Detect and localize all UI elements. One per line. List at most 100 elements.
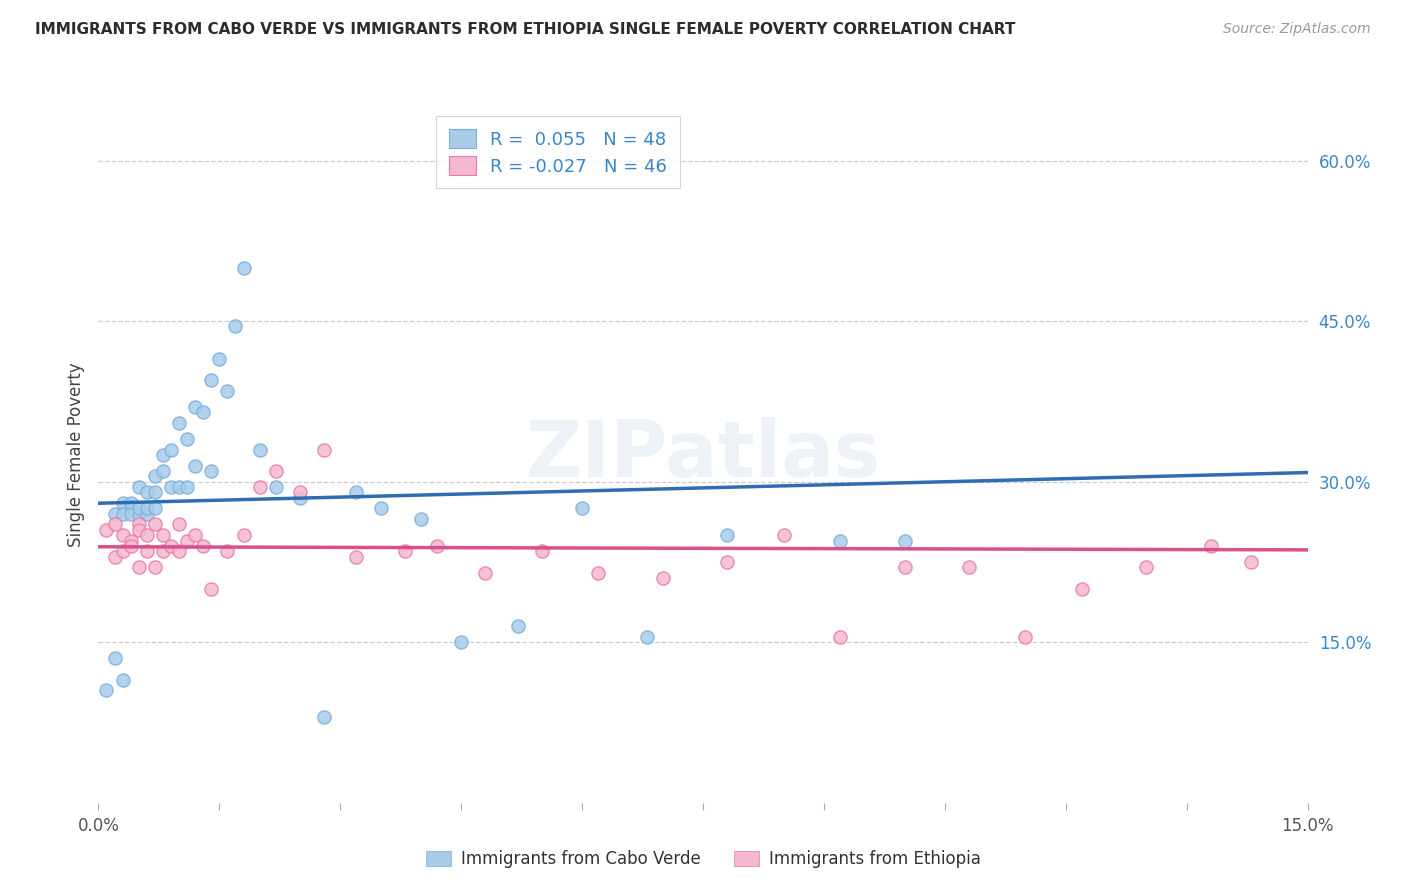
Point xyxy=(249,442,271,457)
Point xyxy=(314,710,336,724)
Point xyxy=(651,571,673,585)
Point xyxy=(184,458,207,473)
Text: ZIPatlas: ZIPatlas xyxy=(526,417,880,493)
Point xyxy=(893,560,915,574)
Point xyxy=(111,496,134,510)
Point xyxy=(716,528,738,542)
Point xyxy=(176,480,198,494)
Point xyxy=(135,544,157,558)
Point xyxy=(426,539,449,553)
Point xyxy=(530,544,553,558)
Point xyxy=(135,485,157,500)
Point xyxy=(152,544,174,558)
Point xyxy=(152,528,174,542)
Point xyxy=(217,384,239,398)
Point xyxy=(167,416,190,430)
Point xyxy=(103,651,125,665)
Point xyxy=(828,533,851,548)
Point xyxy=(167,480,190,494)
Point xyxy=(1135,560,1157,574)
Point xyxy=(160,539,183,553)
Point xyxy=(288,491,311,505)
Point xyxy=(208,351,231,366)
Point xyxy=(135,501,157,516)
Point xyxy=(586,566,609,580)
Point xyxy=(474,566,496,580)
Point xyxy=(128,517,150,532)
Point xyxy=(135,507,157,521)
Point xyxy=(1199,539,1222,553)
Point xyxy=(200,373,222,387)
Point xyxy=(152,464,174,478)
Point xyxy=(571,501,593,516)
Point xyxy=(193,405,215,419)
Point xyxy=(167,544,190,558)
Point xyxy=(111,528,134,542)
Point xyxy=(409,512,432,526)
Point xyxy=(184,528,207,542)
Point xyxy=(394,544,416,558)
Point xyxy=(314,442,336,457)
Point xyxy=(1014,630,1036,644)
Point xyxy=(120,496,142,510)
Point xyxy=(200,582,222,596)
Point xyxy=(193,539,215,553)
Point xyxy=(232,260,254,275)
Point xyxy=(344,549,367,564)
Point xyxy=(120,539,142,553)
Point xyxy=(143,560,166,574)
Point xyxy=(120,533,142,548)
Point xyxy=(893,533,915,548)
Text: IMMIGRANTS FROM CABO VERDE VS IMMIGRANTS FROM ETHIOPIA SINGLE FEMALE POVERTY COR: IMMIGRANTS FROM CABO VERDE VS IMMIGRANTS… xyxy=(35,22,1015,37)
Point xyxy=(143,469,166,483)
Point xyxy=(128,560,150,574)
Point xyxy=(103,549,125,564)
Point xyxy=(120,507,142,521)
Point xyxy=(128,523,150,537)
Point xyxy=(128,501,150,516)
Text: Source: ZipAtlas.com: Source: ZipAtlas.com xyxy=(1223,22,1371,37)
Point xyxy=(249,480,271,494)
Point xyxy=(716,555,738,569)
Point xyxy=(184,400,207,414)
Point xyxy=(450,635,472,649)
Point xyxy=(160,442,183,457)
Point xyxy=(143,485,166,500)
Point xyxy=(167,517,190,532)
Point xyxy=(772,528,794,542)
Point xyxy=(111,544,134,558)
Point xyxy=(128,480,150,494)
Point xyxy=(176,432,198,446)
Point xyxy=(103,507,125,521)
Point xyxy=(152,448,174,462)
Point xyxy=(176,533,198,548)
Legend: R =  0.055   N = 48, R = -0.027   N = 46: R = 0.055 N = 48, R = -0.027 N = 46 xyxy=(436,116,679,188)
Point xyxy=(828,630,851,644)
Point xyxy=(143,501,166,516)
Point xyxy=(111,507,134,521)
Point xyxy=(160,480,183,494)
Point xyxy=(370,501,392,516)
Point xyxy=(143,517,166,532)
Point xyxy=(217,544,239,558)
Point xyxy=(957,560,980,574)
Point xyxy=(96,683,118,698)
Y-axis label: Single Female Poverty: Single Female Poverty xyxy=(66,363,84,547)
Point xyxy=(1240,555,1263,569)
Point xyxy=(224,319,246,334)
Point xyxy=(636,630,658,644)
Point xyxy=(96,523,118,537)
Point xyxy=(264,464,287,478)
Point xyxy=(128,507,150,521)
Point xyxy=(506,619,529,633)
Point xyxy=(1070,582,1092,596)
Point xyxy=(135,528,157,542)
Point xyxy=(288,485,311,500)
Point xyxy=(111,673,134,687)
Legend: Immigrants from Cabo Verde, Immigrants from Ethiopia: Immigrants from Cabo Verde, Immigrants f… xyxy=(419,844,987,875)
Point xyxy=(232,528,254,542)
Point xyxy=(344,485,367,500)
Point xyxy=(103,517,125,532)
Point xyxy=(200,464,222,478)
Point xyxy=(264,480,287,494)
